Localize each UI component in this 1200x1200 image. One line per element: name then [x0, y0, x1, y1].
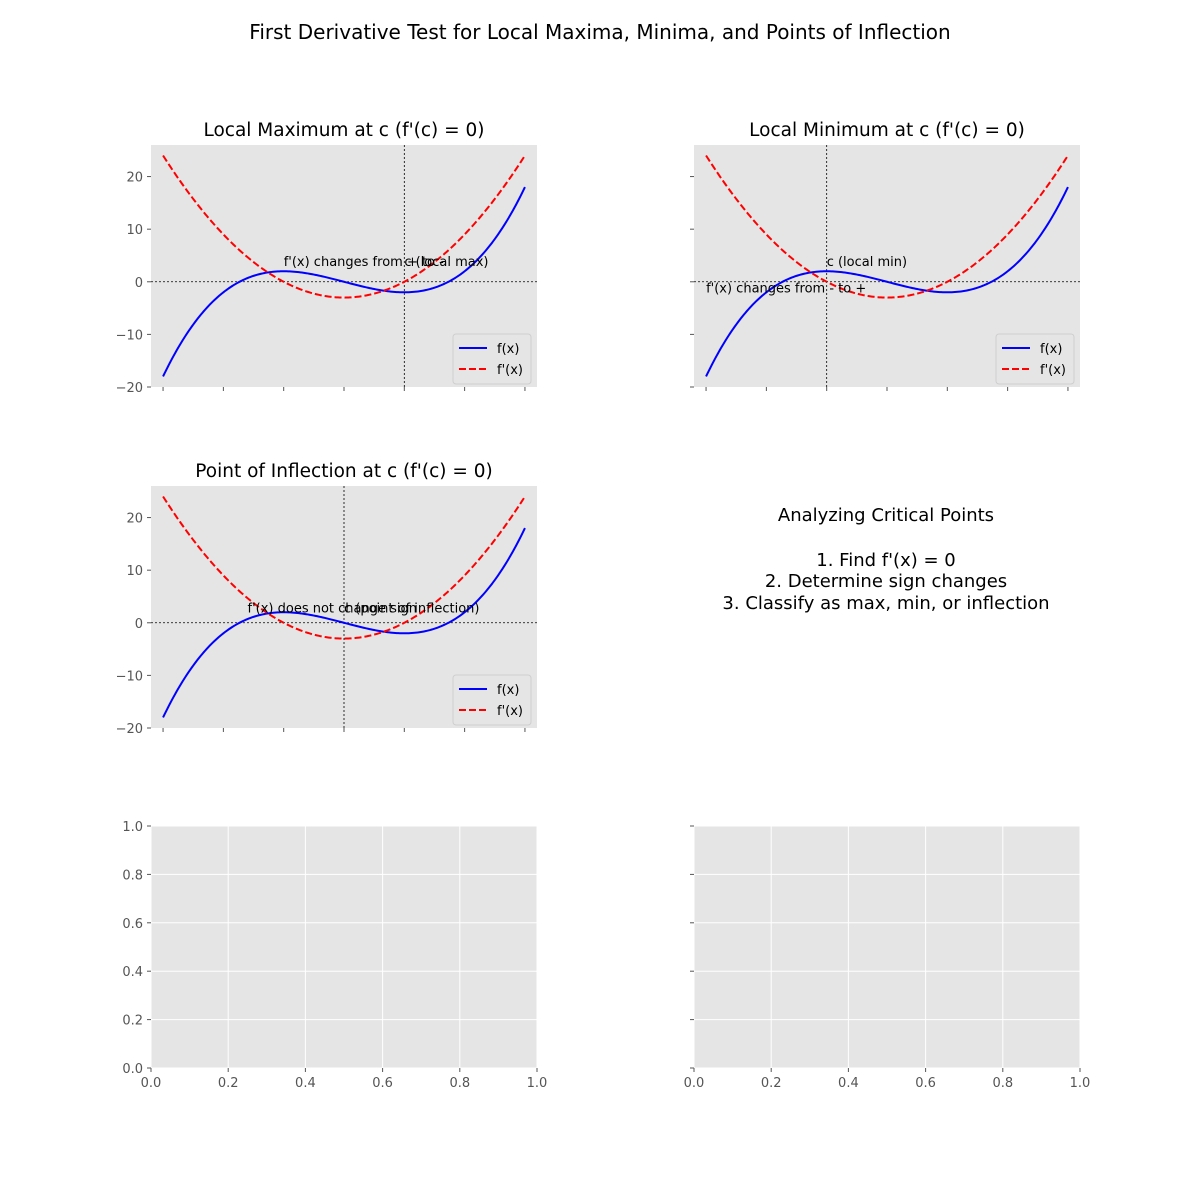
legend-box	[995, 333, 1075, 385]
y-tick-label: 0.6	[122, 917, 143, 932]
legend: f(x) f'(x)	[452, 674, 532, 726]
y-tick-label: 0.8	[122, 868, 143, 883]
y-tick-label: 20	[126, 171, 143, 186]
legend-box	[452, 674, 532, 726]
y-tick-label: 0.2	[122, 1014, 143, 1029]
subplot-5: 0.0 0.2 0.4 0.6 0.8 1.0	[684, 825, 1091, 1091]
plot-area	[694, 826, 1080, 1068]
x-tick-label: 0.6	[915, 1076, 936, 1091]
annotation: c (local min)	[827, 255, 907, 270]
info-step-1: 1. Find f'(x) = 0	[816, 550, 955, 571]
f-series-line	[162, 186, 526, 377]
x-tick-label: 0.2	[761, 1076, 782, 1091]
x-tick-label: 0.0	[684, 1076, 705, 1091]
x-tick-label: 0.8	[449, 1076, 470, 1091]
legend-label: f'(x)	[1040, 363, 1066, 378]
info-heading: Analyzing Critical Points	[778, 505, 994, 526]
y-tick-label: 0.4	[122, 965, 143, 980]
legend-label: f(x)	[497, 683, 519, 698]
legend-label: f(x)	[497, 342, 519, 357]
x-tick-label: 0.8	[992, 1076, 1013, 1091]
x-tick-label: 1.0	[1070, 1076, 1091, 1091]
x-tick-label: 1.0	[527, 1076, 548, 1091]
subplot-title: Point of Inflection at c (f'(c) = 0)	[195, 461, 492, 482]
annotation: c (local max)	[404, 255, 488, 270]
legend-label: f'(x)	[497, 363, 523, 378]
y-tick-label: −20	[116, 381, 143, 396]
y-tick-label: 1.0	[122, 820, 143, 835]
y-tick-label: −10	[116, 328, 143, 343]
subplot-3: −20 −10 0 10 20 Point of Inflection at c (f'(…	[116, 461, 537, 737]
x-tick-label: 0.6	[372, 1076, 393, 1091]
f-series-line	[705, 186, 1069, 377]
info-step-3: 3. Classify as max, min, or inflection	[722, 593, 1049, 614]
legend-box	[452, 333, 532, 385]
subplot-title: Local Minimum at c (f'(c) = 0)	[749, 120, 1025, 141]
subplot-2: Local Minimum at c (f'(c) = 0) c (local m…	[690, 120, 1080, 391]
y-tick-label: 20	[126, 512, 143, 527]
subplots: −20 −10 0 10 20 Local Maximum at c (f'(c) = 0…	[116, 120, 1091, 1091]
annotation: f'(x) changes from + to -	[284, 255, 444, 270]
annotation: c (point of inflection)	[344, 601, 479, 616]
legend: f(x) f'(x)	[452, 333, 532, 385]
y-tick-label: −10	[116, 669, 143, 684]
y-tick-label: 0	[135, 617, 143, 632]
subplot-1: −20 −10 0 10 20 Local Maximum at c (f'(c) = 0…	[116, 120, 537, 396]
y-tick-label: 0.0	[122, 1062, 143, 1077]
plot-area	[151, 826, 537, 1068]
y-tick-label: 10	[126, 223, 143, 238]
y-tick-label: 10	[126, 564, 143, 579]
figure-title: First Derivative Test for Local Maxima, …	[249, 20, 950, 44]
legend-label: f(x)	[1040, 342, 1062, 357]
x-tick-label: 0.4	[295, 1076, 316, 1091]
x-tick-label: 0.0	[141, 1076, 162, 1091]
info-panel: Analyzing Critical Points 1. Find f'(x) …	[722, 505, 1049, 614]
legend-label: f'(x)	[497, 704, 523, 719]
f-series-line	[162, 527, 526, 718]
annotation: f'(x) does not change sign	[248, 601, 418, 616]
annotation: f'(x) changes from - to +	[706, 281, 866, 296]
subplot-4: 0.0 0.2 0.4 0.6 0.8 1.0 0.0 0.2 0.4 0.6 0.8 1.0	[122, 820, 547, 1091]
x-tick-label: 0.2	[218, 1076, 239, 1091]
y-tick-label: 0	[135, 276, 143, 291]
legend: f(x) f'(x)	[995, 333, 1075, 385]
x-tick-label: 0.4	[838, 1076, 859, 1091]
y-tick-label: −20	[116, 722, 143, 737]
subplot-title: Local Maximum at c (f'(c) = 0)	[203, 120, 484, 141]
info-step-2: 2. Determine sign changes	[765, 571, 1007, 592]
